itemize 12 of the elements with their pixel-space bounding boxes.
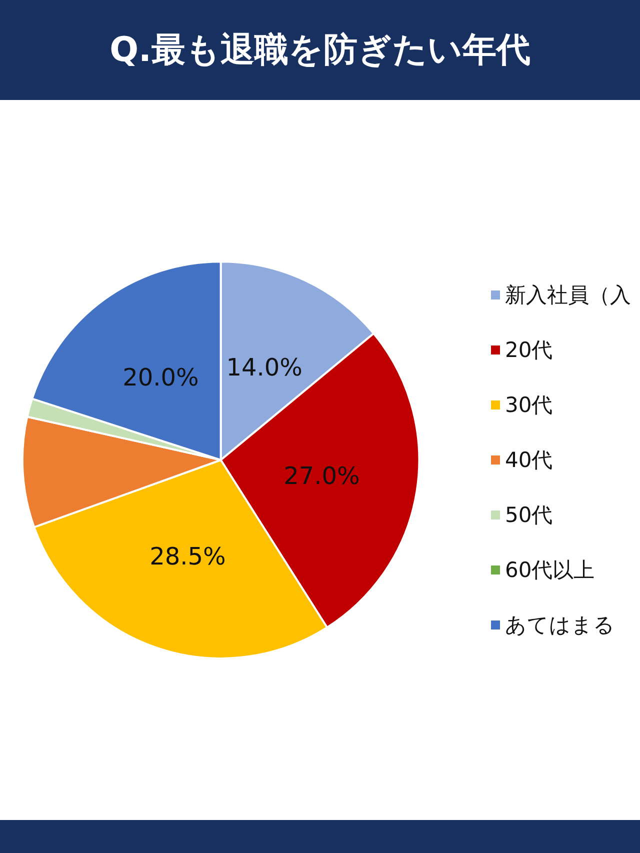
legend-label: 40代	[505, 448, 553, 472]
data-label: 20.0%	[122, 363, 199, 392]
data-label: 14.0%	[226, 354, 302, 382]
legend-label: 20代	[505, 338, 553, 362]
data-label: 27.0%	[284, 462, 360, 490]
legend-label: あてはまる	[505, 613, 615, 637]
legend-label: 60代以上	[505, 558, 595, 582]
data-label: 28.5%	[150, 542, 226, 571]
chart-title: Q.最も退職を防ぎたい年代	[110, 29, 530, 72]
legend-label: 30代	[505, 393, 553, 417]
legend-label: 50代	[505, 503, 553, 527]
legend-label: 新入社員（入	[505, 283, 631, 307]
